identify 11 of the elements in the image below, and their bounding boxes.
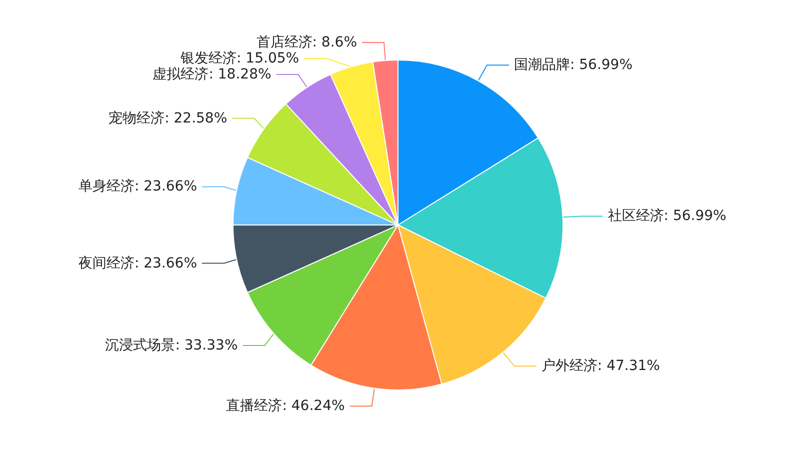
slice-label: 沉浸式场景: 33.33% [105, 337, 238, 354]
slice-label: 国潮品牌: 56.99% [514, 57, 633, 74]
slice-label: 宠物经济: 22.58% [108, 110, 228, 126]
slice-label: 单身经济: 23.66% [78, 178, 198, 195]
slice-label: 直播经济: 46.24% [226, 398, 345, 414]
slice-label: 户外经济: 47.31% [541, 358, 660, 374]
slice-label: 夜间经济: 23.66% [78, 255, 198, 272]
slice-label: 首店经济: 8.6% [256, 34, 357, 51]
slice-label: 银发经济: 15.05% [180, 50, 300, 67]
slice-label: 虚拟经济: 18.28% [152, 66, 272, 83]
slice-label: 社区经济: 56.99% [608, 208, 726, 224]
